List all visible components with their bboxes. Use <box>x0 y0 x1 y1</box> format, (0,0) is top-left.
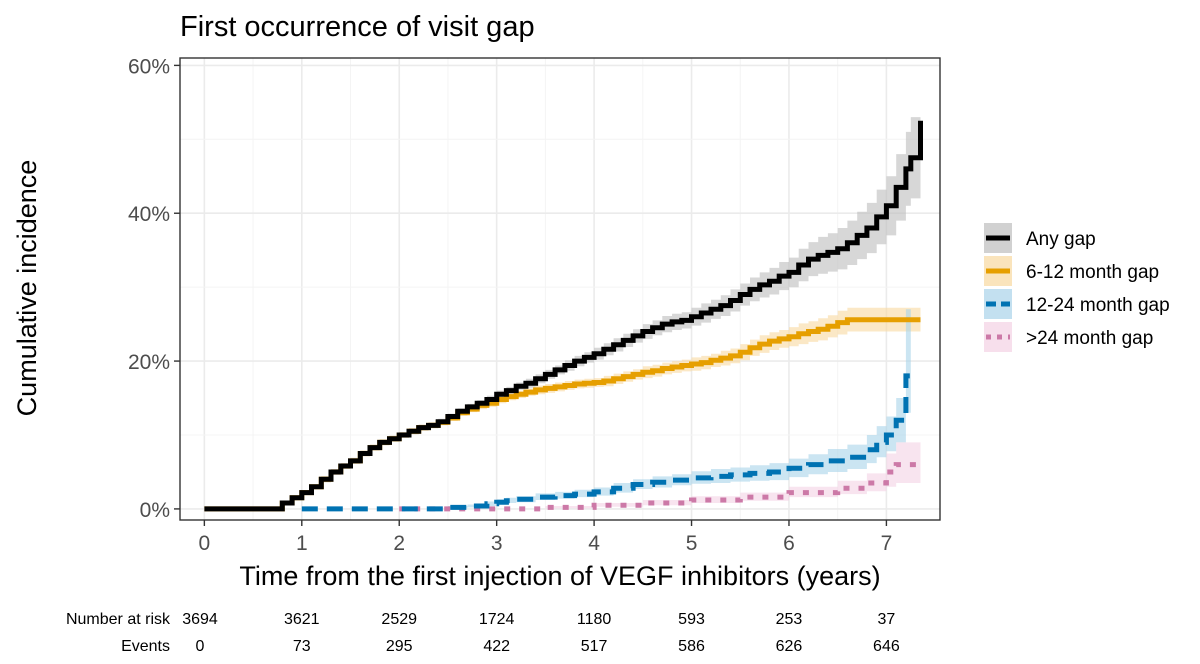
plot-background <box>180 58 940 520</box>
legend-label: 6-12 month gap <box>1026 262 1159 283</box>
y-axis-title: Cumulative incidence <box>12 160 42 417</box>
x-tick-label: 0 <box>199 532 211 555</box>
risk-row-label: Number at risk <box>66 611 171 628</box>
panel-frame <box>179 57 941 521</box>
legend-entry: 6-12 month gap <box>984 256 1159 286</box>
risk-row-label: Events <box>121 638 170 655</box>
x-tick-label: 7 <box>881 532 893 555</box>
panel-border <box>179 57 941 521</box>
legend-label: Any gap <box>1026 229 1096 250</box>
legend-entry: Any gap <box>984 223 1096 253</box>
legend: Any gap 6-12 month gap 12-24 month gap >24 … <box>984 223 1170 352</box>
risk-cell: 2529 <box>381 611 417 628</box>
risk-cell: 1724 <box>479 611 515 628</box>
x-tick-label: 1 <box>296 532 308 555</box>
legend-label: 12-24 month gap <box>1026 295 1170 316</box>
legend-label: >24 month gap <box>1026 328 1153 349</box>
plot-area <box>180 58 940 520</box>
y-tick-label: 40% <box>128 203 170 226</box>
risk-cell: 422 <box>483 638 510 655</box>
y-tick-label: 0% <box>140 499 170 522</box>
x-axis: 0 1 2 3 4 5 6 7 <box>199 520 893 555</box>
risk-cell: 253 <box>776 611 803 628</box>
risk-cell: 0 <box>196 638 205 655</box>
x-tick-label: 2 <box>393 532 405 555</box>
y-tick-label: 20% <box>128 351 170 374</box>
y-tick-label: 60% <box>128 55 170 78</box>
risk-cell: 73 <box>293 638 311 655</box>
y-axis: 0% 20% 40% 60% <box>128 55 180 522</box>
risk-cell: 626 <box>776 638 803 655</box>
series-lines <box>204 120 923 512</box>
risk-cell: 646 <box>873 638 900 655</box>
x-tick-label: 5 <box>686 532 698 555</box>
risk-cell: 295 <box>386 638 413 655</box>
line-series-2 <box>301 368 914 512</box>
risk-cell: 3694 <box>182 611 218 628</box>
risk-cell: 586 <box>678 638 705 655</box>
risk-table: Number at risk 3694 3621 2529 1724 1180 593 253… <box>66 611 900 655</box>
risk-cell: 517 <box>581 638 608 655</box>
line-series-3 <box>399 460 923 512</box>
band-series-3 <box>399 431 921 509</box>
risk-cell: 1180 <box>577 611 612 628</box>
risk-cell: 593 <box>678 611 705 628</box>
risk-cell: 37 <box>878 611 896 628</box>
legend-entry: 12-24 month gap <box>984 289 1170 319</box>
x-tick-label: 4 <box>588 532 600 555</box>
x-tick-label: 3 <box>491 532 503 555</box>
line-series-0 <box>204 120 923 512</box>
legend-entry: >24 month gap <box>984 322 1153 352</box>
x-axis-title: Time from the first injection of VEGF in… <box>239 561 880 591</box>
chart-title: First occurrence of visit gap <box>180 11 535 43</box>
x-tick-label: 6 <box>783 532 795 555</box>
risk-cell: 3621 <box>284 611 320 628</box>
